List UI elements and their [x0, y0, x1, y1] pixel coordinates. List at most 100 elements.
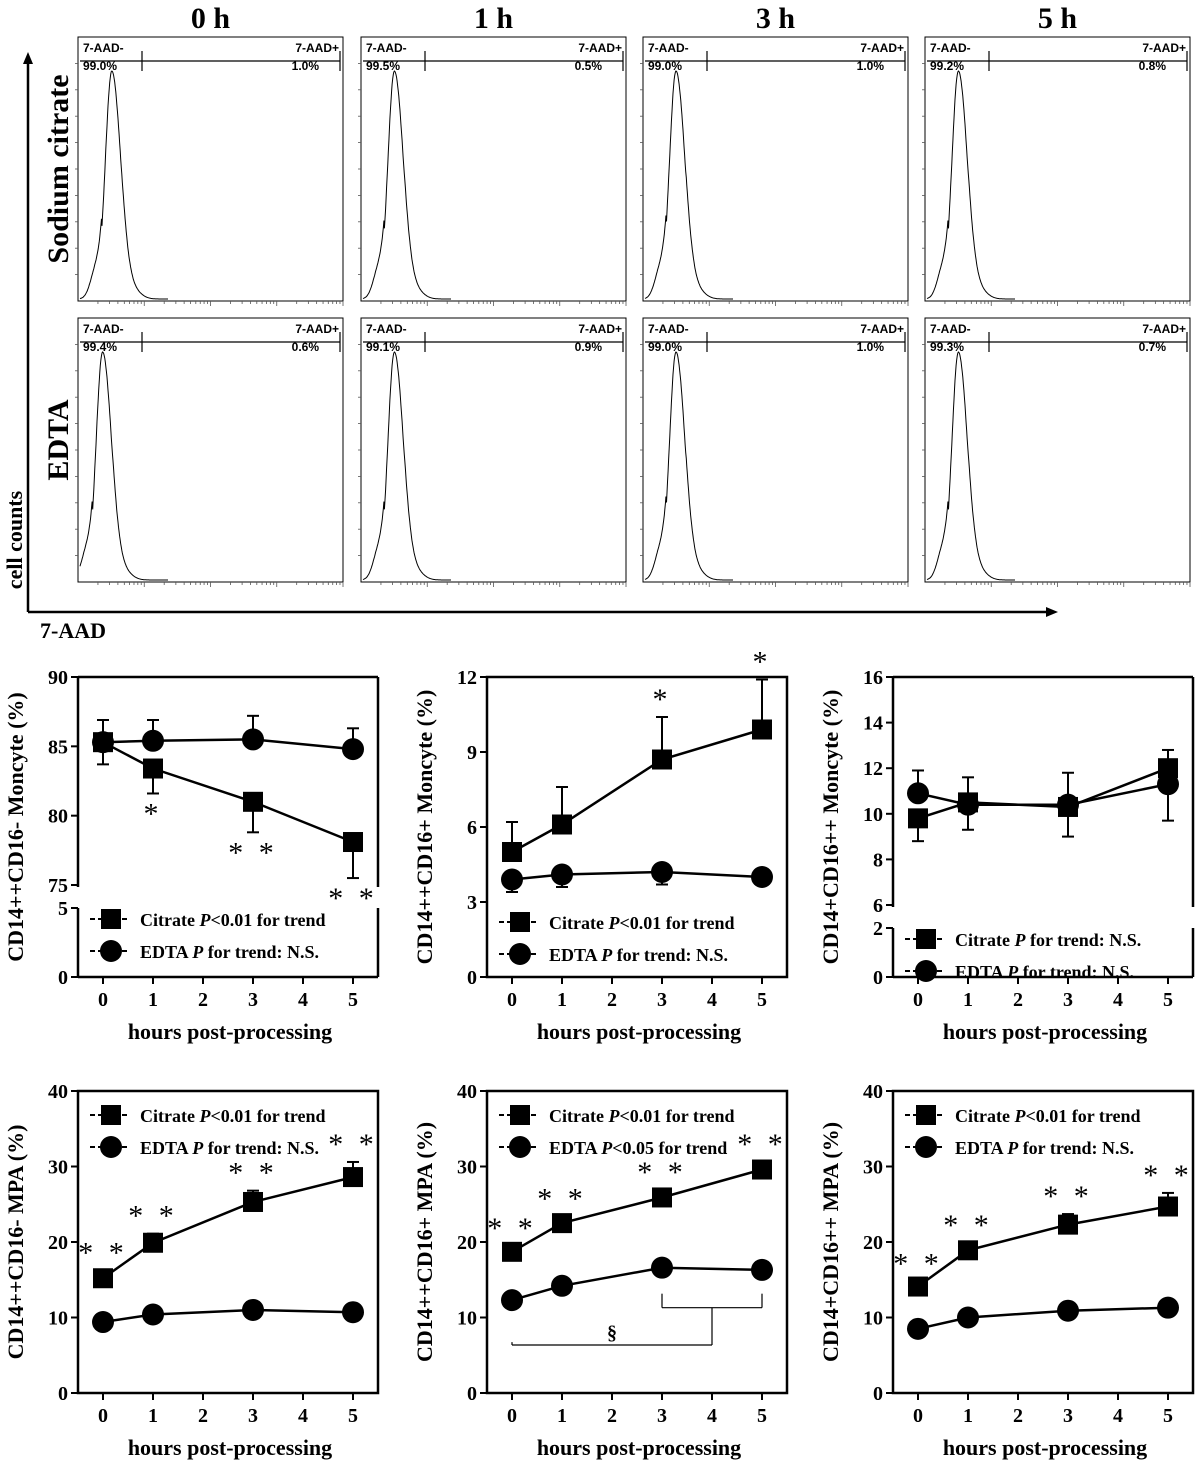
- legend-p-symbol: P: [607, 913, 620, 933]
- gate-negative-percent: 99.4%: [83, 340, 117, 354]
- y-tick-label: 40: [457, 1081, 477, 1103]
- legend-entry: EDTA P for trend: N.S.: [955, 1138, 1134, 1158]
- legend-circle-marker: [100, 1136, 122, 1158]
- y-tick-label: 20: [457, 1232, 477, 1254]
- x-axis-label: hours post-processing: [128, 1019, 332, 1044]
- gate-positive-label: 7-AAD+: [860, 41, 904, 55]
- series-edta: [501, 861, 773, 893]
- x-tick-label: 3: [1063, 1405, 1073, 1427]
- series-line: [511, 728, 763, 854]
- y-tick-label: 16: [863, 667, 883, 689]
- data-point-square: [143, 1232, 163, 1253]
- legend-stat-text: for trend: N.S.: [1025, 930, 1141, 950]
- data-point-circle: [142, 729, 164, 752]
- data-point-square: [1158, 1196, 1178, 1217]
- gate-negative-label: 7-AAD-: [366, 41, 407, 55]
- gate-negative-percent: 99.2%: [930, 59, 964, 73]
- data-point-circle: [907, 782, 929, 805]
- legend-p-symbol: P: [600, 1138, 613, 1158]
- y-tick-label: 10: [863, 1308, 883, 1330]
- row-label: Sodium citrate: [42, 74, 75, 263]
- y-axis-label: CD14++CD16+ Moncyte (%): [412, 690, 437, 965]
- gate-negative-label: 7-AAD-: [648, 41, 689, 55]
- series-line: [511, 1266, 763, 1302]
- data-point-circle: [142, 1303, 164, 1326]
- x-axis-arrowhead: [1046, 607, 1058, 617]
- data-point-circle: [551, 863, 573, 886]
- gate-negative-label: 7-AAD-: [83, 322, 124, 336]
- x-axis-label: hours post-processing: [128, 1435, 332, 1460]
- x-tick-label: 1: [148, 989, 158, 1011]
- legend-stat-text: for trend: [661, 1106, 734, 1126]
- x-tick-label: 1: [963, 989, 973, 1011]
- x-tick-label: 5: [1163, 989, 1173, 1011]
- legend-stat-text: for trend: N.S.: [612, 945, 728, 965]
- series-edta: [92, 714, 364, 761]
- histogram-curve: [926, 351, 1015, 581]
- series-citrate: [93, 1160, 363, 1289]
- series-edta: [501, 1256, 773, 1312]
- data-point-square: [908, 808, 928, 829]
- histogram-panel: 7-AAD- 99.3% 7-AAD+ 0.7%: [922, 317, 1191, 587]
- x-tick-label: 2: [198, 989, 208, 1011]
- x-tick-label: 4: [707, 989, 717, 1011]
- series-citrate: [502, 678, 772, 862]
- significance-stars: *: [653, 683, 672, 716]
- plot-frame: [891, 1089, 1195, 1395]
- y-tick-label: 30: [48, 1157, 68, 1179]
- series-citrate: [502, 1159, 772, 1262]
- data-point-circle: [907, 1317, 929, 1340]
- gate-positive-label: 7-AAD+: [860, 322, 904, 336]
- x-tick-label: 2: [1013, 1405, 1023, 1427]
- y-tick-label: 0: [467, 967, 477, 989]
- y-tick-label: 12: [457, 667, 477, 689]
- series-edta: [92, 1298, 364, 1334]
- legend-p-value: <0.05: [612, 1138, 654, 1158]
- x-tick-label: 5: [1163, 1405, 1173, 1427]
- histogram-curve: [644, 70, 733, 300]
- line-chart: 0 10 20 30 40 0 1 2 3 4 5 hours post-processing CD14…: [3, 1081, 380, 1460]
- flow-cytometry-panel: 0 h 1 h 3 h 5 h Sodium citrate EDTA cell count…: [2, 2, 1191, 643]
- y-tick-label: 0: [873, 967, 883, 989]
- data-point-circle: [957, 793, 979, 816]
- legend-circle-marker: [915, 960, 937, 982]
- x-tick-label: 4: [298, 989, 308, 1011]
- legend-p-symbol: P: [191, 942, 204, 962]
- gate-positive-percent: 0.8%: [1139, 59, 1167, 73]
- row-label: EDTA: [42, 399, 75, 480]
- data-point-square: [343, 832, 363, 853]
- data-point-circle: [92, 731, 114, 754]
- legend-square-marker: [916, 1105, 936, 1125]
- legend-p-symbol: P: [198, 910, 211, 930]
- y-tick-label: 30: [457, 1157, 477, 1179]
- y-axis-label: CD14+CD16++ Moncyte (%): [818, 690, 843, 965]
- histogram-panel: 7-AAD- 99.0% 7-AAD+ 1.0%: [640, 36, 909, 306]
- histogram-curve: [362, 351, 451, 581]
- x-axis-label: hours post-processing: [537, 1019, 741, 1044]
- x-tick-label: 2: [607, 989, 617, 1011]
- data-point-square: [752, 719, 772, 740]
- legend-circle-marker: [509, 1136, 531, 1158]
- y-tick-label: 30: [863, 1157, 883, 1179]
- gate-negative-percent: 99.0%: [648, 340, 682, 354]
- data-point-circle: [1057, 1299, 1079, 1322]
- y-axis-label: CD14++CD16- Moncyte (%): [3, 692, 28, 961]
- gate-negative-label: 7-AAD-: [930, 322, 971, 336]
- x-tick-label: 2: [1013, 989, 1023, 1011]
- x-tick-label: 3: [248, 1405, 258, 1427]
- data-point-square: [958, 1240, 978, 1261]
- y-tick-label: 20: [48, 1232, 68, 1254]
- x-tick-label: 1: [557, 1405, 567, 1427]
- legend-entry: Citrate P<0.01 for trend: [549, 1106, 735, 1126]
- legend-stat-text: for trend: [654, 1138, 727, 1158]
- legend-circle-marker: [509, 943, 531, 965]
- series-edta: [907, 1296, 1179, 1340]
- time-label: 0 h: [191, 2, 231, 35]
- x-axis-label: hours post-processing: [943, 1019, 1147, 1044]
- y-axis-arrowhead: [23, 52, 33, 64]
- legend-entry: EDTA P for trend: N.S.: [140, 942, 319, 962]
- line-chart: 0 10 20 30 40 0 1 2 3 4 5 hours post-processing CD14…: [818, 1081, 1195, 1460]
- y-tick-label: 2: [873, 918, 883, 940]
- significance-stars: * *: [893, 1247, 943, 1280]
- data-point-circle: [551, 1274, 573, 1297]
